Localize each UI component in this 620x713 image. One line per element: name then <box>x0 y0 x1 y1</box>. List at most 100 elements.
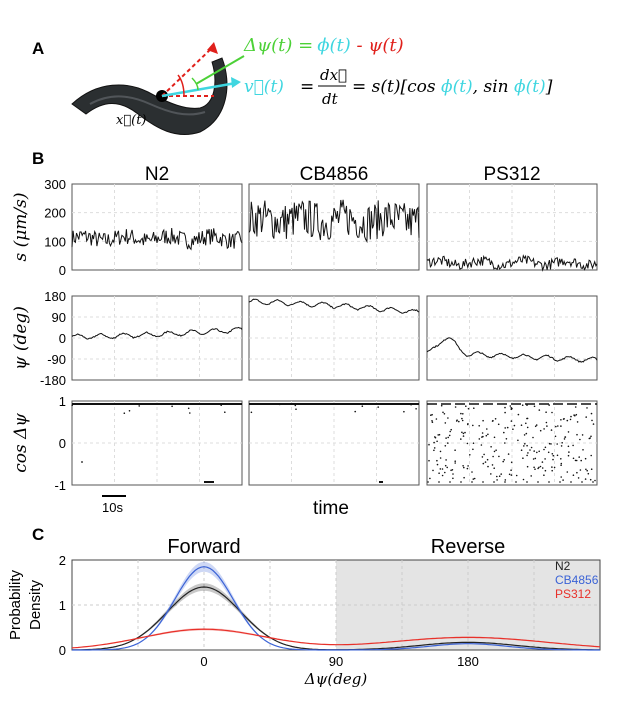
row-1-tick: -180 <box>40 373 66 388</box>
x-tick-label: 90 <box>329 654 343 669</box>
speed-trace-ps312 <box>426 254 598 272</box>
cos-point <box>484 461 487 463</box>
cos-point <box>560 419 562 421</box>
cos-point <box>448 434 451 437</box>
cos-point <box>590 435 592 438</box>
cos-point <box>454 460 457 463</box>
cos-point <box>485 434 488 437</box>
cos-point <box>584 478 587 480</box>
cos-point <box>428 443 430 446</box>
cos-point <box>589 478 592 481</box>
cos-point <box>580 459 582 462</box>
cos-point <box>455 420 458 422</box>
cos-point <box>462 435 465 437</box>
cos-point <box>433 449 435 452</box>
cos-point <box>361 405 364 408</box>
cos-point <box>452 473 454 475</box>
cos-point <box>523 434 526 436</box>
cos-point <box>545 421 548 424</box>
cos-point <box>492 455 494 458</box>
heading-arrow <box>161 45 215 97</box>
cos-point <box>444 422 447 424</box>
cos-point <box>481 432 484 434</box>
cos-point <box>123 412 126 415</box>
cos-point <box>523 445 525 447</box>
cos-point <box>415 408 417 410</box>
panel-b-label: B <box>32 149 44 168</box>
cos-point <box>439 450 442 453</box>
cos-point <box>438 472 440 475</box>
cos-point <box>495 449 497 452</box>
row-1-tick: 90 <box>52 310 66 325</box>
cos-point <box>493 450 496 453</box>
svg-text:dx⃗: dx⃗ <box>320 66 347 84</box>
cos-point <box>548 404 550 406</box>
cos-point <box>533 466 535 469</box>
cos-point <box>377 406 380 408</box>
cos-point <box>454 406 457 408</box>
cos-point <box>577 477 580 479</box>
cos-point <box>487 465 489 468</box>
equation-velocity: v⃗(t) = dx⃗ dt = s(t)[cos ϕ(t), sin ϕ(t)… <box>244 66 553 108</box>
cos-point <box>520 449 523 452</box>
cos-point <box>171 405 173 408</box>
cos-point <box>574 414 576 417</box>
cos-point <box>466 442 469 445</box>
cos-point <box>482 462 485 465</box>
cos-point <box>466 467 469 470</box>
cos-point <box>224 411 226 414</box>
cos-point <box>567 454 570 457</box>
cos-point <box>71 404 73 407</box>
cos-point <box>576 421 579 423</box>
cos-point <box>493 467 496 470</box>
cos-point <box>556 454 559 457</box>
cos-point <box>503 459 506 461</box>
cos-point <box>560 464 562 467</box>
cos-point <box>552 458 554 461</box>
cos-point <box>529 449 531 451</box>
cos-point <box>508 473 511 476</box>
cos-point <box>447 442 449 444</box>
row-1-tick: 0 <box>59 331 66 346</box>
cos-point <box>532 436 534 439</box>
speed-trace-n2 <box>71 227 243 251</box>
cos-point <box>490 446 492 448</box>
cos-point <box>560 425 562 427</box>
cos-point <box>507 453 510 455</box>
cos-point <box>585 416 587 418</box>
row-0-tick: 200 <box>44 206 66 221</box>
cos-point <box>433 447 436 449</box>
cos-point <box>553 466 556 469</box>
heading-trace-n2 <box>71 326 243 340</box>
strain-header-ps312: PS312 <box>483 164 540 185</box>
cos-point <box>469 454 471 456</box>
cos-point <box>502 460 505 463</box>
cos-point <box>539 465 542 468</box>
cos-point <box>544 469 547 472</box>
cos-point <box>526 444 528 447</box>
cos-point <box>500 473 503 475</box>
cos-point <box>572 457 575 460</box>
cos-point <box>463 466 465 469</box>
cos-point <box>487 433 489 436</box>
cos-point <box>572 444 574 447</box>
y-tick-label: 0 <box>59 643 66 658</box>
cos-point <box>569 418 572 421</box>
cos-point <box>551 453 554 455</box>
cos-point <box>590 454 592 457</box>
cos-point <box>551 469 553 472</box>
cos-point <box>491 464 494 466</box>
cos-point <box>436 459 438 462</box>
cos-point <box>354 410 357 413</box>
cos-point <box>591 419 593 422</box>
density-ylabel-line2: Density <box>27 579 44 630</box>
cos-point <box>410 403 412 406</box>
equation-delta-psi: Δψ(t) = ϕ(t) - ψ(t) <box>243 35 404 56</box>
cos-point <box>586 469 588 472</box>
svg-text:=: = <box>300 77 314 97</box>
cos-point <box>295 408 297 411</box>
scale-bar-label: 10s <box>102 500 123 515</box>
cos-point <box>510 408 513 411</box>
